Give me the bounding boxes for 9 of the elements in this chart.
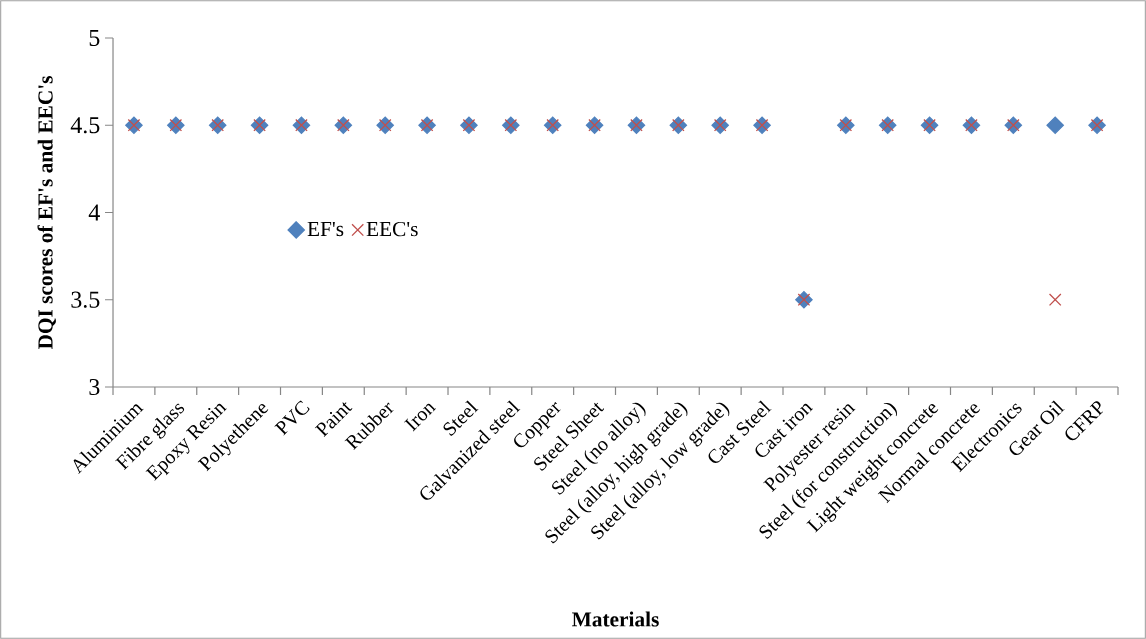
x-axis-title: Materials (572, 611, 659, 627)
y-tick-label: 3.5 (71, 291, 100, 308)
legend-label: EF's (307, 221, 344, 237)
y-axis-title: DQI scores of EF's and EEC's (37, 76, 56, 350)
legend-label: EEC's (366, 221, 418, 237)
y-tick-label: 4.5 (70, 117, 100, 134)
y-tick-label: 3 (89, 378, 100, 396)
y-tick-label: 4 (88, 204, 100, 221)
y-tick-label: 5 (89, 30, 100, 46)
